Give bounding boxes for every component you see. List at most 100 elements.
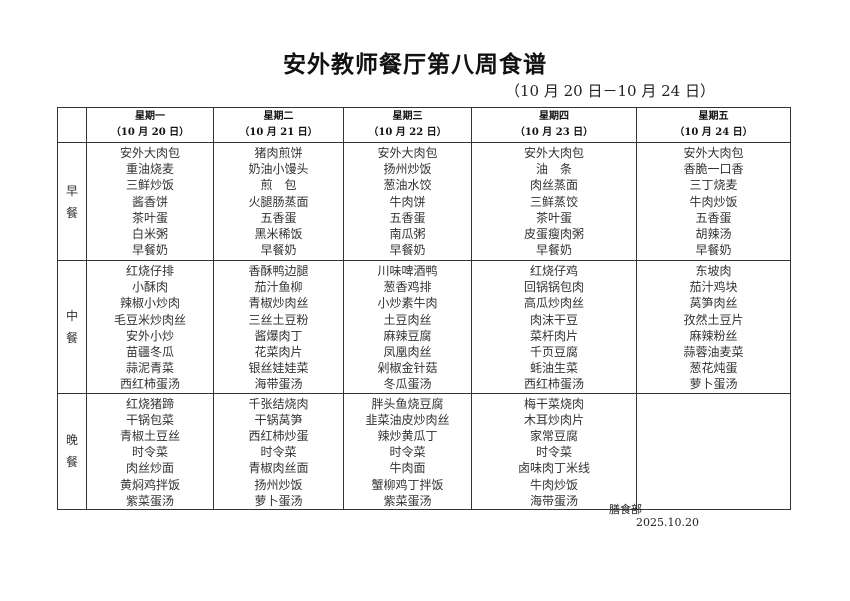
dish-item: 苗疆冬瓜	[125, 345, 174, 360]
dish-item: 三丝土豆粉	[248, 312, 309, 327]
dish-item: 时令菜	[535, 445, 572, 460]
dish-item: 重油烧麦	[125, 162, 174, 177]
dish-item: 海带蛋汤	[529, 493, 578, 508]
menu-cell: 香酥鸭边腿 茄汁鱼柳 青椒炒肉丝 三丝土豆粉 酱爆肉丁 花菜肉片 银丝娃娃菜 海带蛋汤	[213, 260, 344, 394]
dish-item: 毛豆米炒肉丝	[113, 312, 186, 327]
dish-item: 千张结烧肉	[248, 396, 309, 411]
meal-label: 早餐	[57, 142, 87, 261]
dish-item: 安外大肉包	[523, 146, 584, 160]
dish-item: 菜杆肉片	[529, 328, 578, 343]
menu-cell: 川味啤酒鸭葱香鸡排 小炒素牛肉 土豆肉丝 麻辣豆腐凤凰肉丝 剁椒金针菇 冬瓜蛋汤	[343, 260, 472, 394]
dish-item: 香脆一口香	[683, 162, 744, 177]
dish-item: 西红柿蛋汤	[523, 377, 584, 392]
dish-item: 茄汁鱼柳	[254, 280, 303, 295]
dish-item: 海带蛋汤	[254, 377, 303, 392]
dish-item: 紫菜蛋汤	[125, 493, 174, 508]
date-range: （10 月 20 日－10 月 24 日）	[505, 82, 715, 100]
menu-cell: 安外大肉包 重油烧麦 三鲜炒饭 酱香饼 茶叶蛋 白米粥 早餐奶	[86, 142, 214, 261]
dish-item: 红烧仔鸡	[529, 264, 578, 278]
menu-cell: 红烧仔鸡 回锅锅包肉 高瓜炒肉丝 肉沫干豆 菜杆肉片 千页豆腐 蚝油生菜 西红柿蛋汤	[471, 260, 637, 394]
dish-item: 时令菜	[389, 445, 426, 460]
meal-label-char: 中	[65, 308, 78, 323]
dish-item: 三鲜炒饭	[125, 178, 174, 193]
corner-cell	[57, 107, 87, 143]
menu-cell: 胖头鱼烧豆腐 韭菜油皮炒肉丝 辣炒黄瓜丁 时令菜 牛肉面 蟹柳鸡丁拌饭 紫菜蛋汤	[343, 392, 472, 511]
dish-item: 葱香鸡排	[383, 280, 432, 295]
dish-item: 凤凰肉丝	[383, 345, 432, 360]
dish-item: 葱花炖蛋	[689, 361, 738, 376]
menu-cell: 千张结烧肉 干锅莴笋 西红柿炒蛋 时令菜 青椒肉丝面 扬州炒饭 萝卜蛋汤	[213, 392, 344, 511]
department-signature: 膳食部	[609, 503, 642, 516]
dish-item: 蚝油生菜	[529, 361, 578, 376]
dish-item: 皮蛋瘦肉粥	[523, 227, 584, 242]
dish-item: 安外大肉包	[377, 146, 438, 160]
dish-item: 早餐奶	[535, 243, 572, 258]
dish-item: 家常豆腐	[529, 429, 578, 444]
dish-item: 早餐奶	[389, 243, 426, 258]
dish-item: 冬瓜蛋汤	[383, 377, 432, 392]
dish-item: 安外大肉包	[119, 146, 180, 160]
dish-item: 卤味肉丁米线	[517, 461, 590, 476]
dish-item: 蟹柳鸡丁拌饭	[371, 477, 444, 492]
menu-cell: 东坡肉 茄汁鸡块 莴笋肉丝 孜然土豆片 麻辣粉丝 蒜蓉油麦菜 葱花炖蛋 萝卜蛋汤	[636, 260, 791, 394]
meal-row-lunch: 中餐红烧仔排 小酥肉 辣椒小炒肉 毛豆米炒肉丝 安外小炒 苗疆冬瓜 蒜泥青菜 西红柿蛋汤 香酥鸭…	[57, 260, 791, 394]
dish-item: 麻辣豆腐	[383, 328, 432, 343]
dish-item: 时令菜	[131, 445, 168, 460]
menu-cell: 红烧猪蹄 干锅包菜 青椒土豆丝 时令菜 肉丝炒面 黄焖鸡拌饭 紫菜蛋汤	[86, 392, 214, 511]
dish-item: 紫菜蛋汤	[383, 493, 432, 508]
dish-item: 韭菜油皮炒肉丝	[365, 412, 450, 427]
dish-item: 猪肉煎饼	[254, 146, 303, 160]
menu-cell: 安外大肉包油 条肉丝蒸面 三鲜蒸饺 茶叶蛋 皮蛋瘦肉粥 早餐奶	[471, 142, 637, 261]
dish-item: 红烧猪蹄	[125, 396, 174, 411]
dish-item: 青椒肉丝面	[248, 461, 309, 476]
dish-item: 奶油小馒头	[248, 162, 309, 177]
dish-item: 茶叶蛋	[535, 210, 572, 225]
dish-item: 木耳炒肉片	[523, 412, 584, 427]
dish-item: 安外小炒	[125, 328, 174, 343]
dish-item: 酱香饼	[131, 194, 168, 209]
dish-item: 早餐奶	[695, 243, 732, 258]
meal-label-char: 餐	[65, 205, 78, 220]
dish-item: 红烧仔排	[125, 264, 174, 278]
dish-item: 西红柿蛋汤	[119, 377, 180, 392]
dish-item: 麻辣粉丝	[689, 328, 738, 343]
dish-item: 香酥鸭边腿	[248, 264, 309, 278]
dish-item: 川味啤酒鸭	[377, 264, 438, 278]
meal-label: 晚餐	[57, 392, 87, 511]
issue-date: 2025.10.20	[636, 516, 699, 529]
dish-item: 千页豆腐	[529, 345, 578, 360]
meal-label-char: 晚	[65, 433, 78, 448]
dish-item: 南瓜粥	[389, 227, 426, 242]
dish-item: 时令菜	[260, 445, 297, 460]
menu-cell: 安外大肉包 扬州炒饭 葱油水饺 牛肉饼 五香蛋 南瓜粥 早餐奶	[343, 142, 472, 261]
dish-item: 莴笋肉丝	[689, 296, 738, 311]
meal-label-char: 餐	[65, 330, 78, 345]
dish-item: 花菜肉片	[254, 345, 303, 360]
menu-table: 星期一 （10 月 20 日） 星期二 （10 月 21 日） 星期三 （10 月 2…	[57, 107, 791, 511]
dish-item: 五香蛋	[260, 210, 297, 225]
dish-item: 火腿肠蒸面	[248, 194, 309, 209]
dish-item: 胖头鱼烧豆腐	[371, 396, 444, 411]
menu-cell: 安外大肉包 香脆一口香 三丁烧麦 牛肉炒饭 五香蛋 胡辣汤 早餐奶	[636, 142, 791, 261]
dish-item: 安外大肉包	[683, 146, 744, 160]
dish-item: 酱爆肉丁	[254, 328, 303, 343]
menu-cell: 红烧仔排 小酥肉 辣椒小炒肉 毛豆米炒肉丝 安外小炒 苗疆冬瓜 蒜泥青菜 西红柿蛋汤	[86, 260, 214, 394]
day-header: 星期一 （10 月 20 日）	[86, 107, 214, 143]
dish-item: 三鲜蒸饺	[529, 194, 578, 209]
meal-label-char: 餐	[65, 455, 78, 470]
dish-item: 扬州炒饭	[383, 162, 432, 177]
dish-item: 黑米稀饭	[254, 227, 303, 242]
meal-row-dinner: 晚餐红烧猪蹄 干锅包菜 青椒土豆丝 时令菜 肉丝炒面 黄焖鸡拌饭 紫菜蛋汤 千张结烧肉 干锅莴笋…	[57, 392, 791, 511]
dish-item: 回锅锅包肉	[523, 280, 584, 295]
meal-label-char: 早	[65, 183, 78, 198]
dish-item: 牛肉饼	[389, 194, 426, 209]
dish-item: 东坡肉	[695, 264, 732, 278]
meal-row-breakfast: 早餐安外大肉包 重油烧麦 三鲜炒饭 酱香饼 茶叶蛋 白米粥 早餐奶 猪肉煎饼 奶油小馒头煎 包火…	[57, 142, 791, 261]
dish-item: 蒜泥青菜	[125, 361, 174, 376]
dish-item: 土豆肉丝	[383, 312, 432, 327]
dish-item: 剁椒金针菇	[377, 361, 438, 376]
dish-item: 油 条	[535, 162, 572, 177]
dish-item: 银丝娃娃菜	[248, 361, 309, 376]
dish-item: 小炒素牛肉	[377, 296, 438, 311]
dish-item: 肉丝炒面	[125, 461, 174, 476]
